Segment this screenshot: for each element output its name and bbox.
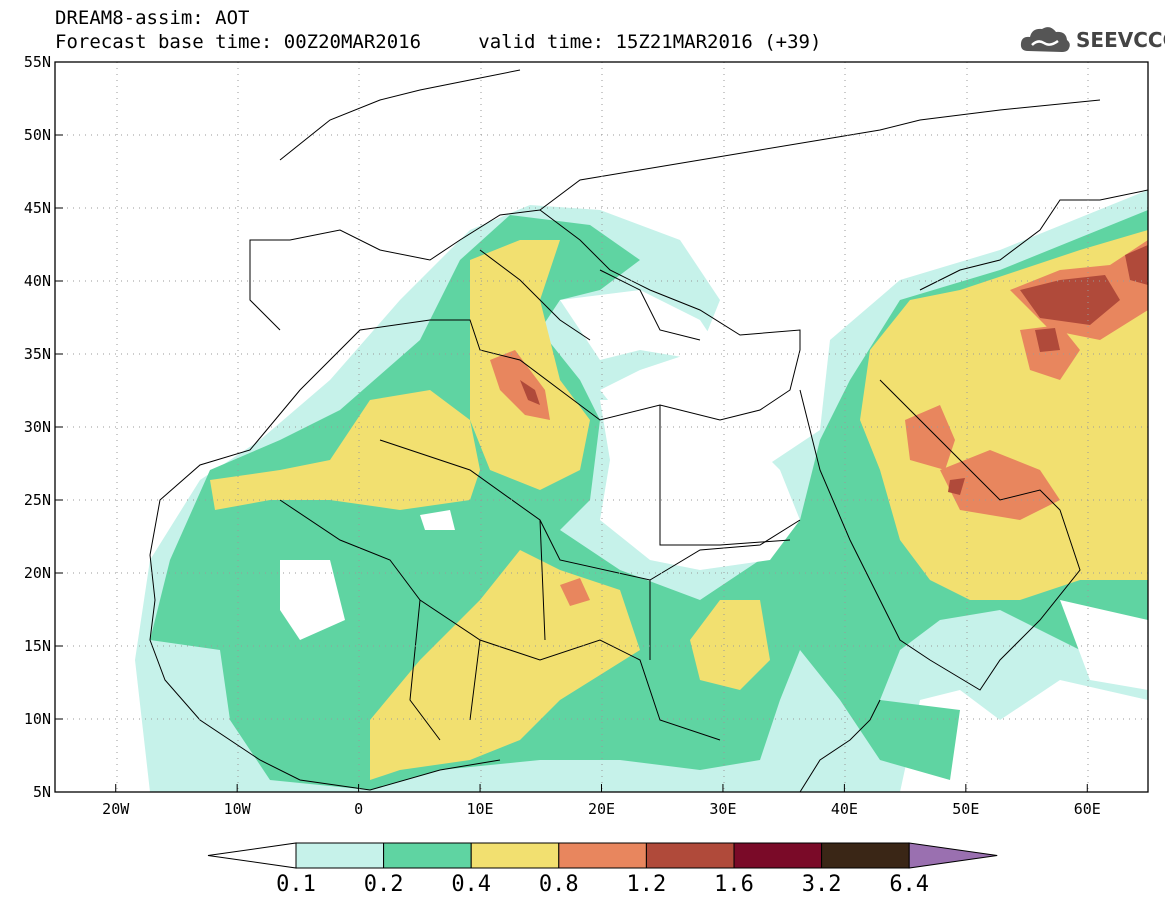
lat-tick-label: 50N [24, 126, 51, 144]
colorbar-label: 1.2 [626, 872, 667, 897]
colorbar-swatch [821, 842, 910, 869]
lat-tick-label: 5N [33, 783, 51, 801]
lat-tick-label: 25N [24, 491, 51, 509]
lat-axis: 55N 50N 45N 40N 35N 30N 25N 20N 15N 10N 5N [24, 53, 63, 801]
lon-tick-label: 40E [831, 800, 858, 818]
lat-tick-label: 10N [24, 710, 51, 728]
brand-name: SEEVCCC [1076, 28, 1165, 52]
colorbar-swatch [733, 842, 823, 869]
cloud-logo-icon [1020, 27, 1070, 52]
seevccc-logo: SEEVCCC [1018, 23, 1165, 57]
chart-title: DREAM8-assim: AOT [55, 7, 250, 29]
colorbar-label: 0.8 [538, 872, 579, 897]
lon-tick-label: 0 [354, 800, 363, 818]
grid-lines [55, 62, 1148, 792]
colorbar-label: 0.1 [276, 872, 316, 897]
colorbar-swatch [383, 842, 472, 869]
colorbar-label: 3.2 [801, 872, 842, 897]
time-info: Forecast base time: 00Z20MAR2016 valid t… [55, 31, 821, 53]
colorbar-high-arrow [908, 842, 998, 869]
lon-tick-label: 20E [588, 800, 615, 818]
lon-tick-label: 10W [224, 800, 252, 818]
lon-axis: 20W 10W 0 10E 20E 30E 40E 50E 60E [102, 784, 1101, 818]
lon-tick-label: 60E [1074, 800, 1101, 818]
lat-tick-label: 15N [24, 637, 51, 655]
colorbar-label: 0.2 [363, 872, 404, 897]
lat-tick-label: 20N [24, 564, 51, 582]
aot-below-0.1 [280, 290, 1148, 690]
colorbar-label: 1.6 [714, 872, 754, 897]
lat-tick-label: 55N [24, 53, 51, 71]
colorbar-swatch [470, 842, 560, 869]
lat-tick-label: 35N [24, 345, 51, 363]
valid-time: valid time: 15Z21MAR2016 (+39) [478, 31, 822, 53]
colorbar [207, 842, 998, 869]
aot-1.2-1.6 [520, 245, 1148, 495]
colorbar-label: 0.4 [451, 872, 492, 897]
lon-tick-label: 30E [709, 800, 736, 818]
lon-tick-label: 20W [102, 800, 130, 818]
colorbar-low-arrow [207, 842, 297, 869]
colorbar-label: 6.4 [889, 872, 930, 897]
colorbar-swatch [645, 842, 735, 869]
lon-tick-label: 50E [952, 800, 979, 818]
colorbar-swatch [295, 842, 385, 869]
base-time: Forecast base time: 00Z20MAR2016 [55, 31, 422, 53]
lat-tick-label: 45N [24, 199, 51, 217]
lat-tick-label: 30N [24, 418, 51, 436]
lon-tick-label: 10E [467, 800, 494, 818]
coastlines [149, 69, 1148, 792]
map-fields [135, 190, 1148, 792]
lat-tick-label: 40N [24, 272, 51, 290]
colorbar-swatch [558, 842, 647, 869]
